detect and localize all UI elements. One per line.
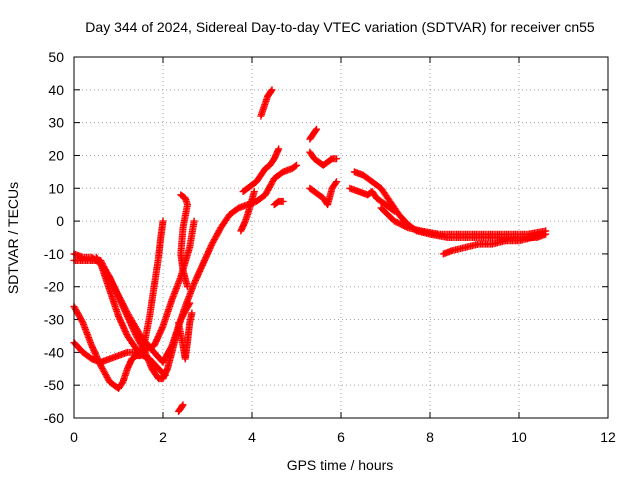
chart-title: Day 344 of 2024, Sidereal Day-to-day VTE… xyxy=(85,19,595,35)
y-tick-label: 30 xyxy=(48,115,64,131)
data-point xyxy=(140,347,148,355)
series-track-10 xyxy=(239,145,283,196)
y-tick-label: -50 xyxy=(44,377,64,393)
data-point xyxy=(402,223,410,231)
data-point xyxy=(312,126,320,134)
plot-frame xyxy=(73,56,609,419)
y-tick-label: -30 xyxy=(44,312,64,328)
axis-ticks: -60 -50 -40 -30 -20 -10 0 10 20 30 40 50 0 2 4 6 8 10 12 xyxy=(44,49,616,445)
series-track-7 xyxy=(175,401,187,415)
data-point xyxy=(275,145,283,153)
series-track-3 xyxy=(70,217,167,392)
series-track-11 xyxy=(270,197,287,209)
x-tick-label: 6 xyxy=(337,429,345,445)
data-point xyxy=(267,87,275,95)
data-point xyxy=(250,188,258,196)
data-point xyxy=(291,162,299,170)
data-point xyxy=(313,125,321,133)
data-point xyxy=(190,217,198,225)
series-track-4 xyxy=(70,217,198,366)
x-tick-label: 12 xyxy=(600,429,616,445)
y-tick-label: 20 xyxy=(48,147,64,163)
series-track-15 xyxy=(306,178,341,209)
y-tick-label: 0 xyxy=(56,213,64,229)
series-track-19 xyxy=(439,230,545,258)
data-point xyxy=(279,197,287,205)
series-track-14 xyxy=(306,148,341,169)
y-tick-label: -10 xyxy=(44,246,64,262)
series-track-8 xyxy=(177,191,191,291)
x-axis-label: GPS time / hours xyxy=(287,457,394,473)
data-point xyxy=(188,309,196,317)
data-point xyxy=(178,402,186,410)
data-point xyxy=(332,179,340,187)
data-point xyxy=(537,230,545,238)
data-point xyxy=(78,317,86,325)
series-track-5 xyxy=(92,161,300,383)
data-point xyxy=(179,401,187,409)
y-tick-label: -40 xyxy=(44,344,64,360)
x-tick-label: 8 xyxy=(426,429,434,445)
series-track-12 xyxy=(257,86,276,120)
y-axis-label: SDTVAR / TECUs xyxy=(5,182,21,294)
y-tick-label: 50 xyxy=(48,49,64,65)
y-tick-label: -20 xyxy=(44,279,64,295)
data-point xyxy=(542,227,550,235)
x-tick-label: 0 xyxy=(70,429,78,445)
data-point xyxy=(333,155,341,163)
x-tick-label: 2 xyxy=(159,429,167,445)
series-track-6 xyxy=(175,309,196,363)
data-series xyxy=(70,86,550,415)
data-point xyxy=(293,161,300,169)
x-tick-label: 4 xyxy=(248,429,256,445)
y-tick-label: 10 xyxy=(48,180,64,196)
series-track-18 xyxy=(377,204,550,238)
data-point xyxy=(333,178,341,186)
data-point xyxy=(159,217,167,225)
y-tick-label: 40 xyxy=(48,82,64,98)
series-track-13 xyxy=(306,125,321,143)
x-tick-label: 10 xyxy=(511,429,527,445)
data-point xyxy=(268,86,276,94)
series-track-9 xyxy=(237,188,258,235)
data-point xyxy=(183,283,191,291)
y-tick-label: -60 xyxy=(44,410,64,426)
